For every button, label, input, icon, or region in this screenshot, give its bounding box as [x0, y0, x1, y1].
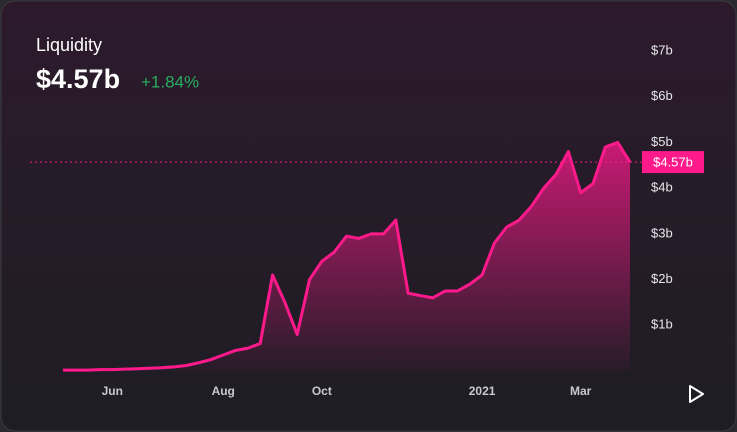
change: +1.84% [141, 72, 199, 91]
chart-title: Liquidity [36, 35, 102, 55]
play-button[interactable] [689, 385, 704, 403]
y-tick-label: $1b [651, 317, 673, 332]
x-tick-label: 2021 [469, 384, 496, 398]
x-tick-label: Mar [570, 384, 592, 398]
y-tick-label: $6b [651, 88, 673, 103]
y-tick-label: $7b [651, 42, 673, 57]
current-value-tag [642, 151, 704, 174]
x-tick-label: Jun [102, 384, 123, 398]
area-fill [63, 142, 630, 371]
current-value-tag-label: $4.57b [653, 155, 693, 170]
line [63, 140, 632, 372]
y-tick-label: $4b [651, 180, 673, 195]
y-tick-label: $5b [651, 134, 673, 149]
x-tick-label: Oct [312, 384, 332, 398]
y-tick-label: $3b [651, 225, 673, 240]
plot: $1b $2b $3b $4b $5b $6b $7b Jun Aug Oct 2021 Mar $4.… [30, 42, 704, 398]
x-tick-label: Aug [212, 384, 235, 398]
current-value: $4.57b [36, 64, 120, 94]
y-tick-label: $2b [651, 271, 673, 286]
